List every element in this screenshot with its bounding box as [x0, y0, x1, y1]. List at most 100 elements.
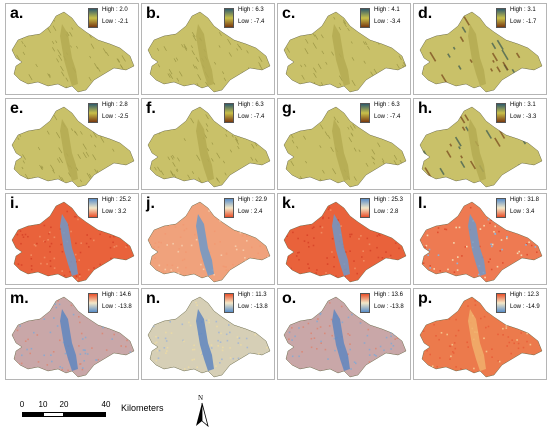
scale-bar-segment: [22, 412, 43, 417]
legend-high-value: High : 6.3: [238, 102, 264, 108]
legend-low-value: Low : -3.3: [510, 114, 537, 120]
legend-low-value: Low : 2.4: [238, 209, 263, 215]
panel-label: c.: [282, 5, 296, 22]
legend-color-ramp: [496, 8, 506, 28]
scale-unit-label: Kilometers: [121, 403, 164, 413]
panel-label: m.: [10, 290, 29, 307]
map-panel: f. High : 6.3 Low : -7.4: [141, 98, 275, 190]
panel-label: a.: [10, 5, 24, 22]
scale-bar: 0 10 20 40 Kilometers: [19, 400, 192, 430]
map-panel: n. High : 11.3 Low : -13.8: [141, 288, 275, 380]
region-map: [147, 296, 271, 378]
legend-low-value: Low : -13.8: [102, 304, 132, 310]
map-panel: d. High : 3.1 Low : -1.7: [413, 3, 547, 95]
region-map: [283, 296, 407, 378]
panel-label: e.: [10, 100, 24, 117]
legend-color-ramp: [88, 293, 98, 313]
legend-color-ramp: [224, 198, 234, 218]
legend-low-value: Low : -7.4: [374, 114, 401, 120]
legend-color-ramp: [88, 198, 98, 218]
legend-color-ramp: [224, 103, 234, 123]
legend-low-value: Low : -13.8: [374, 304, 404, 310]
region-map: [147, 106, 271, 188]
legend-low-value: Low : -7.4: [238, 114, 265, 120]
legend-color-ramp: [496, 103, 506, 123]
legend-high-value: High : 4.1: [374, 7, 400, 13]
legend-high-value: High : 3.1: [510, 102, 536, 108]
legend-low-value: Low : -13.8: [238, 304, 268, 310]
region-map: [419, 11, 543, 93]
legend-color-ramp: [360, 8, 370, 28]
legend-low-value: Low : -14.9: [510, 304, 540, 310]
legend-high-value: High : 31.8: [510, 197, 540, 203]
legend-color-ramp: [88, 103, 98, 123]
panel-label: f.: [146, 100, 156, 117]
north-arrow: N: [193, 394, 211, 428]
panel-label: b.: [146, 5, 161, 22]
legend-low-value: Low : -3.4: [374, 19, 401, 25]
region-map: [147, 11, 271, 93]
panel-label: i.: [10, 195, 19, 212]
legend-high-value: High : 2.8: [102, 102, 128, 108]
map-panel: g. High : 6.3 Low : -7.4: [277, 98, 411, 190]
legend-high-value: High : 11.3: [238, 292, 267, 298]
legend-high-value: High : 14.6: [102, 292, 132, 298]
map-panel: i. High : 25.2 Low : 3.2: [5, 193, 139, 285]
region-map: [283, 201, 407, 283]
map-panel: c. High : 4.1 Low : -3.4: [277, 3, 411, 95]
map-panel: l. High : 31.8 Low : 3.4: [413, 193, 547, 285]
region-map: [419, 296, 543, 378]
legend-color-ramp: [360, 293, 370, 313]
map-panel: b. High : 6.3 Low : -7.4: [141, 3, 275, 95]
legend-color-ramp: [88, 8, 98, 28]
map-panel: k. High : 25.3 Low : 2.8: [277, 193, 411, 285]
legend-color-ramp: [360, 198, 370, 218]
region-map: [283, 11, 407, 93]
map-panel: o. High : 13.6 Low : -13.8: [277, 288, 411, 380]
panel-label: j.: [146, 195, 155, 212]
legend-low-value: Low : 2.8: [374, 209, 399, 215]
scale-tick-label: 0: [19, 400, 25, 409]
legend-low-value: Low : -2.5: [102, 114, 129, 120]
legend-low-value: Low : 3.2: [102, 209, 127, 215]
legend-high-value: High : 2.0: [102, 7, 128, 13]
legend-low-value: Low : 3.4: [510, 209, 535, 215]
legend-color-ramp: [496, 198, 506, 218]
legend-low-value: Low : -7.4: [238, 19, 265, 25]
panel-label: p.: [418, 290, 433, 307]
legend-color-ramp: [224, 8, 234, 28]
panel-label: g.: [282, 100, 297, 117]
panel-label: k.: [282, 195, 296, 212]
legend-high-value: High : 25.2: [102, 197, 132, 203]
panel-label: n.: [146, 290, 161, 307]
legend-color-ramp: [224, 293, 234, 313]
region-map: [419, 106, 543, 188]
legend-high-value: High : 12.3: [510, 292, 540, 298]
panel-label: l.: [418, 195, 427, 212]
region-map: [147, 201, 271, 283]
region-map: [11, 11, 135, 93]
north-arrow-label: N: [198, 394, 204, 402]
panel-label: o.: [282, 290, 297, 307]
panel-label: d.: [418, 5, 433, 22]
north-arrow-icon: [196, 402, 209, 428]
region-map: [283, 106, 407, 188]
legend-low-value: Low : -2.1: [102, 19, 129, 25]
map-panel: j. High : 22.9 Low : 2.4: [141, 193, 275, 285]
legend-high-value: High : 22.9: [238, 197, 268, 203]
scale-tick-label: 40: [101, 400, 111, 409]
legend-high-value: High : 6.3: [238, 7, 264, 13]
map-panel: e. High : 2.8 Low : -2.5: [5, 98, 139, 190]
region-map: [11, 296, 135, 378]
map-panel: m. High : 14.6 Low : -13.8: [5, 288, 139, 380]
legend-high-value: High : 3.1: [510, 7, 536, 13]
scale-bar-segment: [43, 412, 64, 417]
legend-high-value: High : 6.3: [374, 102, 400, 108]
region-map: [419, 201, 543, 283]
region-map: [11, 201, 135, 283]
scale-bar-segment: [64, 412, 106, 417]
scale-tick-label: 10: [38, 400, 48, 409]
region-map: [11, 106, 135, 188]
legend-color-ramp: [496, 293, 506, 313]
